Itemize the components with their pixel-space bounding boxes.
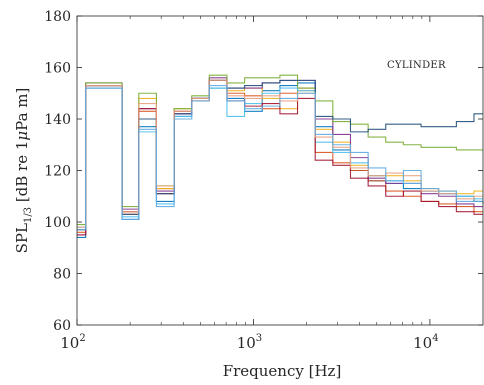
- y-tick-label-120: 120: [44, 164, 71, 180]
- series-group: [77, 74, 484, 238]
- y-axis-label-unit: [dB re 1: [13, 141, 31, 207]
- y-tick-label-160: 160: [44, 61, 71, 77]
- y-tick-label-80: 80: [53, 267, 71, 283]
- y-axis-label: SPL1/3 [dB re 1μPa m]: [13, 88, 34, 254]
- x-axis-label: Frequency [Hz]: [223, 362, 342, 380]
- y-axis-label-tail: Pa m]: [13, 88, 31, 131]
- annotation-cylinder: CYLINDER: [387, 60, 446, 71]
- y-axis-label-mu: μ: [13, 131, 31, 141]
- y-tick-label-60: 60: [53, 318, 71, 334]
- y-tick-label-180: 180: [44, 9, 71, 25]
- y-tick-label-100: 100: [44, 215, 71, 231]
- axes: [76, 15, 484, 326]
- y-tick-label-140: 140: [44, 112, 71, 128]
- x-tick-label-1000: 103: [237, 333, 262, 352]
- y-axis-label-subscript: 1/3: [23, 207, 34, 223]
- x-tick-label-100: 102: [60, 333, 85, 352]
- series-line-5: [77, 74, 483, 226]
- x-tick-label-10000: 104: [413, 333, 438, 352]
- y-axis-label-main: SPL: [13, 223, 31, 253]
- tick-labels: 60 80 100 120 140 160 180 102 103 104: [44, 9, 438, 352]
- series-line-10: [77, 84, 483, 231]
